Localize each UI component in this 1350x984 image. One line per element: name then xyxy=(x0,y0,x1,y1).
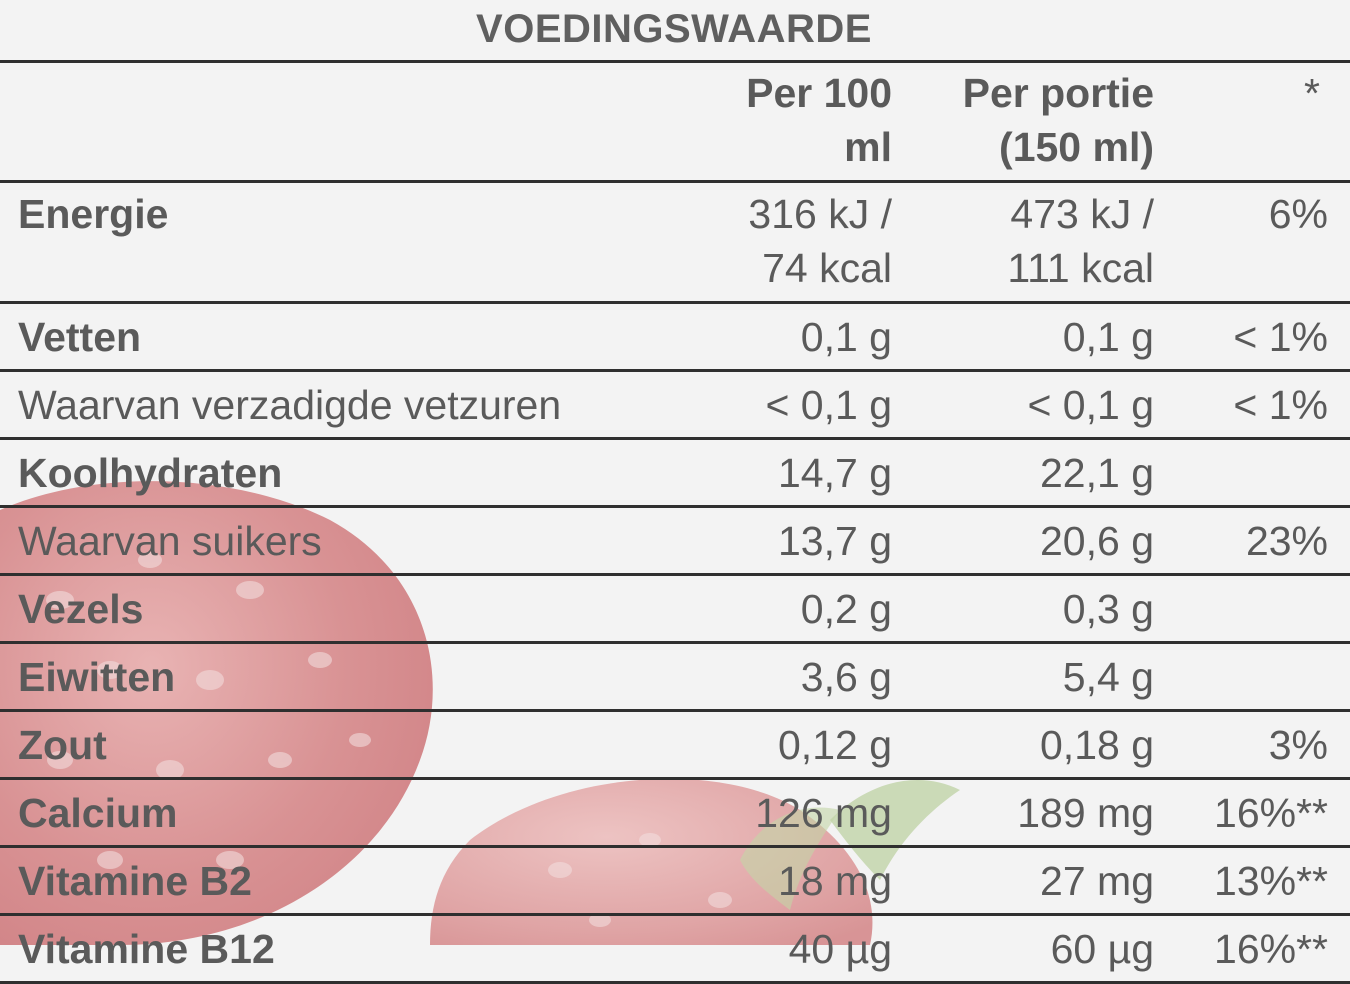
per-100ml-value: 13,7 g xyxy=(778,518,892,564)
table-row: Vezels 0,2 g 0,3 g xyxy=(0,574,1350,643)
table-row: Vetten 0,1 g 0,1 g < 1% xyxy=(0,302,1350,371)
per-portion-value: 5,4 g xyxy=(1062,654,1154,700)
reference-intake-value: 23% xyxy=(1245,518,1328,564)
nutrition-table: Per 100 ml Per portie (150 ml) * Energie… xyxy=(0,60,1350,984)
table-row: Waarvan verzadigde vetzuren < 0,1 g < 0,… xyxy=(0,370,1350,439)
reference-intake-value: < 1% xyxy=(1233,382,1328,428)
strawberry-background-image xyxy=(0,481,960,945)
per-portion-value: 0,18 g xyxy=(1040,722,1154,768)
reference-intake-value: 13%** xyxy=(1214,858,1328,904)
nutrient-name: Waarvan verzadigde vetzuren xyxy=(18,382,562,428)
per-portion-value: 60 µg xyxy=(1050,926,1154,972)
table-row: Calcium 126 mg 189 mg 16%** xyxy=(0,778,1350,847)
reference-intake-value: 6% xyxy=(1268,191,1328,237)
table-row: Waarvan suikers 13,7 g 20,6 g 23% xyxy=(0,506,1350,575)
per-100ml-value: 316 kJ / 74 kcal xyxy=(748,191,892,291)
nutrient-name: Energie xyxy=(18,191,169,237)
reference-intake-value: 16%** xyxy=(1214,790,1328,836)
per-100ml-value: 40 µg xyxy=(788,926,892,972)
nutrient-name: Vezels xyxy=(18,586,144,632)
header-nutrient xyxy=(0,62,630,182)
nutrient-name: Koolhydraten xyxy=(18,450,283,496)
reference-intake-value: < 1% xyxy=(1233,314,1328,360)
per-100ml-value: 3,6 g xyxy=(800,654,892,700)
nutrient-name: Vetten xyxy=(18,314,142,360)
table-row: Vitamine B2 18 mg 27 mg 13%** xyxy=(0,846,1350,915)
per-100ml-value: 0,2 g xyxy=(800,586,892,632)
per-portion-value: 473 kJ / 111 kcal xyxy=(1007,191,1154,291)
nutrient-name: Vitamine B12 xyxy=(18,926,275,972)
reference-intake-value xyxy=(1160,575,1350,643)
table-row: Vitamine B12 40 µg 60 µg 16%** xyxy=(0,914,1350,983)
nutrition-panel: VOEDINGSWAARDE Per 100 ml Per portie (15… xyxy=(0,6,1350,983)
per-100ml-value: < 0,1 g xyxy=(765,382,892,428)
reference-intake-value: 3% xyxy=(1268,722,1328,768)
per-100ml-value: 14,7 g xyxy=(778,450,892,496)
per-portion-value: 0,1 g xyxy=(1062,314,1154,360)
per-portion-value: 20,6 g xyxy=(1040,518,1154,564)
per-portion-value: 22,1 g xyxy=(1040,450,1154,496)
reference-intake-value: 16%** xyxy=(1214,926,1328,972)
nutrient-name: Vitamine B2 xyxy=(18,858,252,904)
header-row: Per 100 ml Per portie (150 ml) * xyxy=(0,61,1350,182)
reference-intake-value xyxy=(1160,439,1350,507)
header-per-100ml: Per 100 ml xyxy=(746,70,892,170)
table-row: Energie 316 kJ / 74 kcal 473 kJ / 111 kc… xyxy=(0,181,1350,303)
per-portion-value: < 0,1 g xyxy=(1027,382,1154,428)
per-100ml-value: 126 mg xyxy=(755,790,892,836)
per-portion-value: 27 mg xyxy=(1040,858,1154,904)
nutrition-title: VOEDINGSWAARDE xyxy=(476,6,872,51)
per-portion-value: 0,3 g xyxy=(1062,586,1154,632)
header-per-portion: Per portie (150 ml) xyxy=(962,70,1154,170)
table-row: Eiwitten 3,6 g 5,4 g xyxy=(0,642,1350,711)
reference-intake-value xyxy=(1160,643,1350,711)
nutrient-name: Calcium xyxy=(18,790,178,836)
per-portion-value: 189 mg xyxy=(1017,790,1154,836)
table-row: Zout 0,12 g 0,18 g 3% xyxy=(0,710,1350,779)
per-100ml-value: 18 mg xyxy=(778,858,892,904)
per-100ml-value: 0,12 g xyxy=(778,722,892,768)
nutrient-name: Waarvan suikers xyxy=(18,518,322,564)
header-reference-intake: * xyxy=(1304,70,1320,116)
table-row: Koolhydraten 14,7 g 22,1 g xyxy=(0,438,1350,507)
nutrient-name: Eiwitten xyxy=(18,654,176,700)
per-100ml-value: 0,1 g xyxy=(800,314,892,360)
nutrient-name: Zout xyxy=(18,722,107,768)
